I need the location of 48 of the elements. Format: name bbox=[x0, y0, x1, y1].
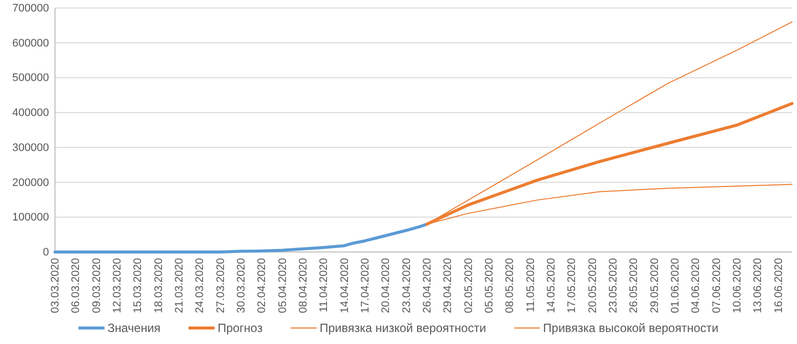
x-tick-label: 11.05.2020 bbox=[524, 258, 537, 312]
x-tick-label: 17.04.2020 bbox=[359, 258, 372, 314]
y-tick-label: 100000 bbox=[12, 212, 49, 224]
x-tick-label: 23.05.2020 bbox=[607, 258, 620, 314]
y-tick-label: 400000 bbox=[12, 107, 49, 120]
x-tick-label: 16.06.2020 bbox=[772, 258, 785, 314]
x-tick-label: 03.03.2020 bbox=[50, 258, 62, 314]
x-tick-label: 20.04.2020 bbox=[380, 258, 392, 314]
x-tick-label: 27.03.2020 bbox=[214, 258, 227, 314]
x-tick-label: 23.04.2020 bbox=[400, 258, 413, 314]
x-tick-label: 18.03.2020 bbox=[152, 258, 165, 314]
x-tick-label: 29.04.2020 bbox=[442, 258, 454, 314]
x-tick-label: 30.03.2020 bbox=[235, 258, 248, 314]
x-tick-label: 26.05.2020 bbox=[628, 258, 640, 314]
legend-label: Привязка высокой вероятности bbox=[543, 321, 718, 336]
x-tick-label: 07.06.2020 bbox=[710, 258, 723, 314]
x-tick-label: 24.03.2020 bbox=[194, 258, 206, 314]
x-tick-label: 11.04.2020 bbox=[318, 258, 330, 312]
x-tick-label: 17.05.2020 bbox=[566, 258, 578, 314]
legend-label: Привязка низкой вероятности bbox=[320, 321, 486, 336]
x-tick-label: 29.05.2020 bbox=[648, 258, 661, 314]
x-tick-label: 21.03.2020 bbox=[174, 258, 186, 314]
x-tick-label: 05.04.2020 bbox=[276, 258, 289, 314]
x-tick-label: 01.06.2020 bbox=[669, 258, 682, 314]
x-tick-label: 10.06.2020 bbox=[731, 258, 744, 314]
x-tick-label: 26.04.2020 bbox=[421, 258, 434, 314]
x-tick-label: 14.04.2020 bbox=[338, 258, 351, 314]
x-tick-label: 09.03.2020 bbox=[90, 258, 103, 314]
y-tick-label: 300000 bbox=[12, 142, 49, 154]
x-tick-label: 08.04.2020 bbox=[297, 258, 310, 314]
x-tick-label: 04.06.2020 bbox=[690, 258, 702, 314]
x-tick-label: 02.05.2020 bbox=[462, 258, 475, 314]
x-tick-label: 13.06.2020 bbox=[752, 258, 764, 314]
x-tick-label: 05.05.2020 bbox=[483, 258, 496, 314]
y-tick-label: 700000 bbox=[12, 2, 49, 15]
x-tick-label: 15.03.2020 bbox=[132, 258, 144, 314]
y-tick-label: 600000 bbox=[12, 37, 49, 50]
legend-label: Прогноз bbox=[218, 321, 264, 336]
x-tick-label: 12.03.2020 bbox=[112, 258, 124, 314]
x-tick-label: 20.05.2020 bbox=[586, 258, 599, 314]
x-tick-label: 02.04.2020 bbox=[256, 258, 268, 314]
x-tick-label: 14.05.2020 bbox=[545, 258, 558, 314]
y-tick-label: 500000 bbox=[12, 72, 49, 84]
y-tick-label: 200000 bbox=[12, 176, 49, 189]
y-tick-label: 0 bbox=[42, 246, 49, 259]
x-tick-label: 06.03.2020 bbox=[70, 258, 82, 314]
legend-label: Значения bbox=[108, 321, 161, 336]
x-tick-label: 08.05.2020 bbox=[504, 258, 516, 314]
